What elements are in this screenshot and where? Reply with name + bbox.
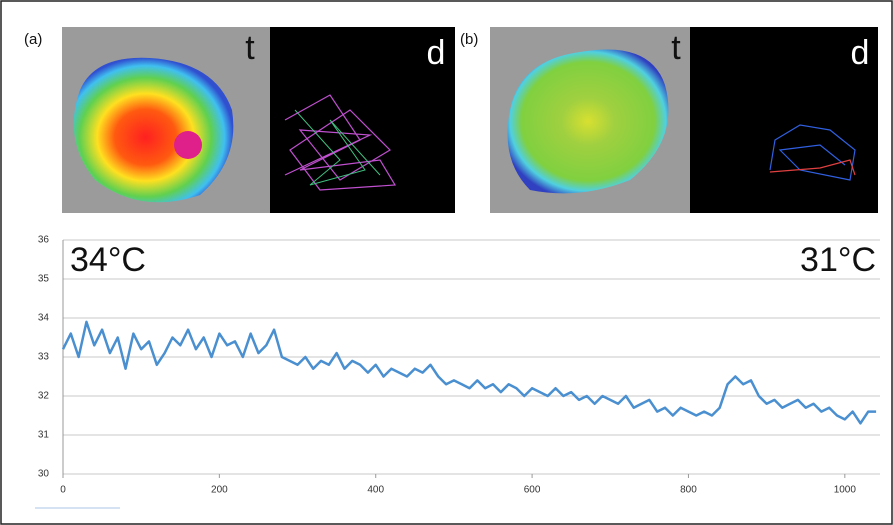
y-tick-label: 36	[38, 235, 50, 246]
image-label: t	[245, 29, 255, 67]
hot-spot	[174, 131, 202, 159]
trajectory	[284, 94, 397, 191]
image-label: d	[427, 34, 446, 72]
x-tick-label: 1000	[834, 485, 857, 496]
y-tick-label: 31	[38, 430, 50, 441]
chart: 30 31 32 33 34 35 36 0 200 400 600 800 1000 34°C 31°C	[38, 235, 880, 496]
y-tick-label: 35	[38, 274, 50, 285]
thermal-blob	[73, 57, 234, 203]
track-image	[270, 27, 455, 213]
trajectory	[294, 109, 381, 186]
y-tick-label: 34	[38, 313, 50, 324]
panel-label: (a)	[24, 31, 42, 48]
thermal-blob	[507, 49, 669, 194]
x-tick-label: 600	[524, 485, 541, 496]
y-tick-label: 32	[38, 391, 50, 402]
x-tick-label: 800	[680, 485, 697, 496]
annotation: 31°C	[800, 241, 876, 279]
annotation: 34°C	[70, 241, 146, 279]
image-label: d	[851, 34, 870, 72]
data-line	[61, 320, 877, 425]
trajectory	[769, 124, 856, 181]
x-tick-label: 0	[60, 485, 66, 496]
panel-label: (b)	[460, 31, 478, 48]
x-tick-label: 400	[367, 485, 384, 496]
y-tick-label: 33	[38, 352, 50, 363]
y-tick-label: 30	[38, 469, 50, 480]
track-image	[690, 27, 878, 213]
trajectory	[769, 159, 856, 176]
image-label: t	[671, 29, 681, 67]
x-tick-label: 200	[211, 485, 228, 496]
